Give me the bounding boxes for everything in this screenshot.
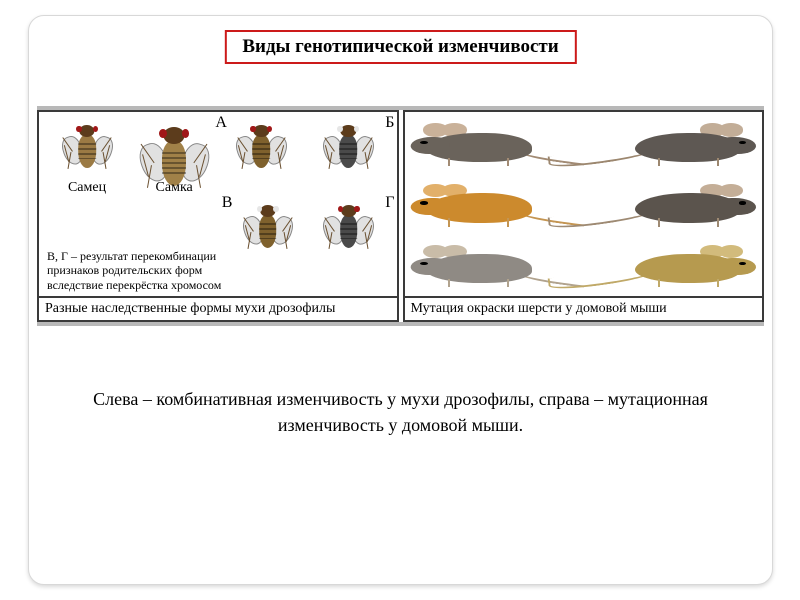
label-a: А xyxy=(215,114,227,132)
mouse-cell xyxy=(584,114,760,173)
right-panel: Мутация окраски шерсти у домовой мыши xyxy=(403,110,765,322)
label-v: В xyxy=(222,194,233,212)
fly-b xyxy=(321,118,376,173)
mouse-cell xyxy=(584,235,760,294)
fly-g xyxy=(321,198,376,253)
fly-male xyxy=(60,118,115,173)
recombination-note: В, Г – результат перекомбинации признако… xyxy=(47,249,244,292)
fly-grid: Самец Самка А Б xyxy=(39,112,397,296)
mouse-illustration xyxy=(595,121,750,168)
note-line: признаков родительских форм xyxy=(47,263,244,277)
mouse-cell xyxy=(584,175,760,234)
right-panel-caption: Мутация окраски шерсти у домовой мыши xyxy=(405,296,763,320)
fly-cell-g: Г xyxy=(309,194,389,269)
fly-cell-b: Б xyxy=(308,114,388,194)
mouse-illustration xyxy=(595,242,750,289)
left-panel-body: Самец Самка А Б xyxy=(39,112,397,296)
slide-title-box: Виды генотипической изменчивости xyxy=(224,30,576,64)
label-b: Б xyxy=(385,114,394,132)
fly-cell-a: А xyxy=(221,114,301,194)
mouse-grid xyxy=(405,112,763,296)
fly-cell-female: Самка xyxy=(134,114,214,194)
fly-row-top: Самец Самка А Б xyxy=(47,114,389,194)
label-g: Г xyxy=(385,194,394,212)
right-panel-body xyxy=(405,112,763,296)
note-line: В, Г – результат перекомбинации xyxy=(47,249,244,263)
fly-v xyxy=(240,198,295,253)
mouse-illustration xyxy=(595,182,750,229)
panels-row: Самец Самка А Б xyxy=(37,106,764,326)
left-panel-caption: Разные наследственные формы мухи дрозофи… xyxy=(39,296,397,320)
fly-cell-male: Самец xyxy=(47,114,127,194)
slide-description: Слева – комбинативная изменчивость у мух… xyxy=(89,386,712,438)
slide-frame: Виды генотипической изменчивости Самец С… xyxy=(28,15,773,585)
slide-title: Виды генотипической изменчивости xyxy=(242,36,558,57)
fly-a xyxy=(234,118,289,173)
left-panel: Самец Самка А Б xyxy=(37,110,399,322)
note-line: вследствие перекрёстка хромосом xyxy=(47,278,244,292)
